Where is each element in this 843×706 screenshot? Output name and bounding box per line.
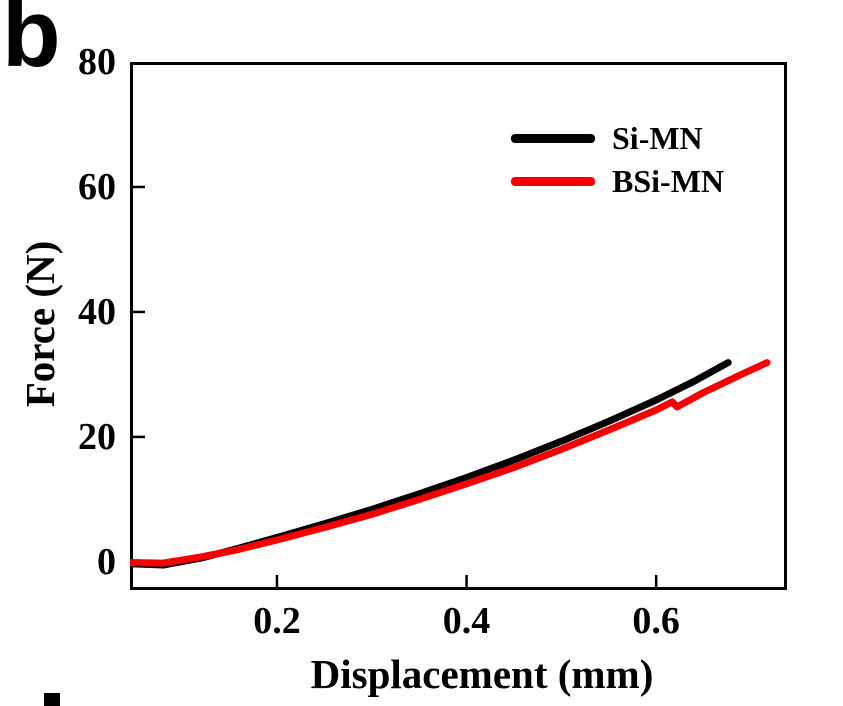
x-tick-label: 0.4 xyxy=(442,600,491,642)
series-line-bsi-mn xyxy=(130,359,771,567)
legend-item-si-mn: Si-MN xyxy=(511,117,724,160)
next-panel-label-fragment xyxy=(44,693,60,706)
y-tick-label: 80 xyxy=(78,41,116,83)
plot-frame xyxy=(130,62,787,590)
y-tick-label: 60 xyxy=(78,165,116,208)
chart-canvas xyxy=(130,62,787,590)
legend-swatch xyxy=(511,134,595,143)
y-tick-label: 0 xyxy=(97,540,116,583)
legend-label: BSi-MN xyxy=(612,163,724,199)
x-tick-label: 0.2 xyxy=(253,600,301,642)
panel-label: b xyxy=(2,0,61,87)
legend: Si-MN BSi-MN xyxy=(511,117,724,203)
x-tick-label: 0.6 xyxy=(632,600,680,642)
series-line-si-mn xyxy=(130,359,732,569)
legend-swatch xyxy=(511,177,595,186)
legend-item-bsi-mn: BSi-MN xyxy=(511,160,724,203)
legend-label: Si-MN xyxy=(612,120,703,156)
y-tick-label: 20 xyxy=(78,415,116,458)
x-axis-title: Displacement (mm) xyxy=(310,651,654,697)
y-tick-label: 40 xyxy=(78,290,116,333)
y-axis-title: Force (N) xyxy=(17,240,63,408)
